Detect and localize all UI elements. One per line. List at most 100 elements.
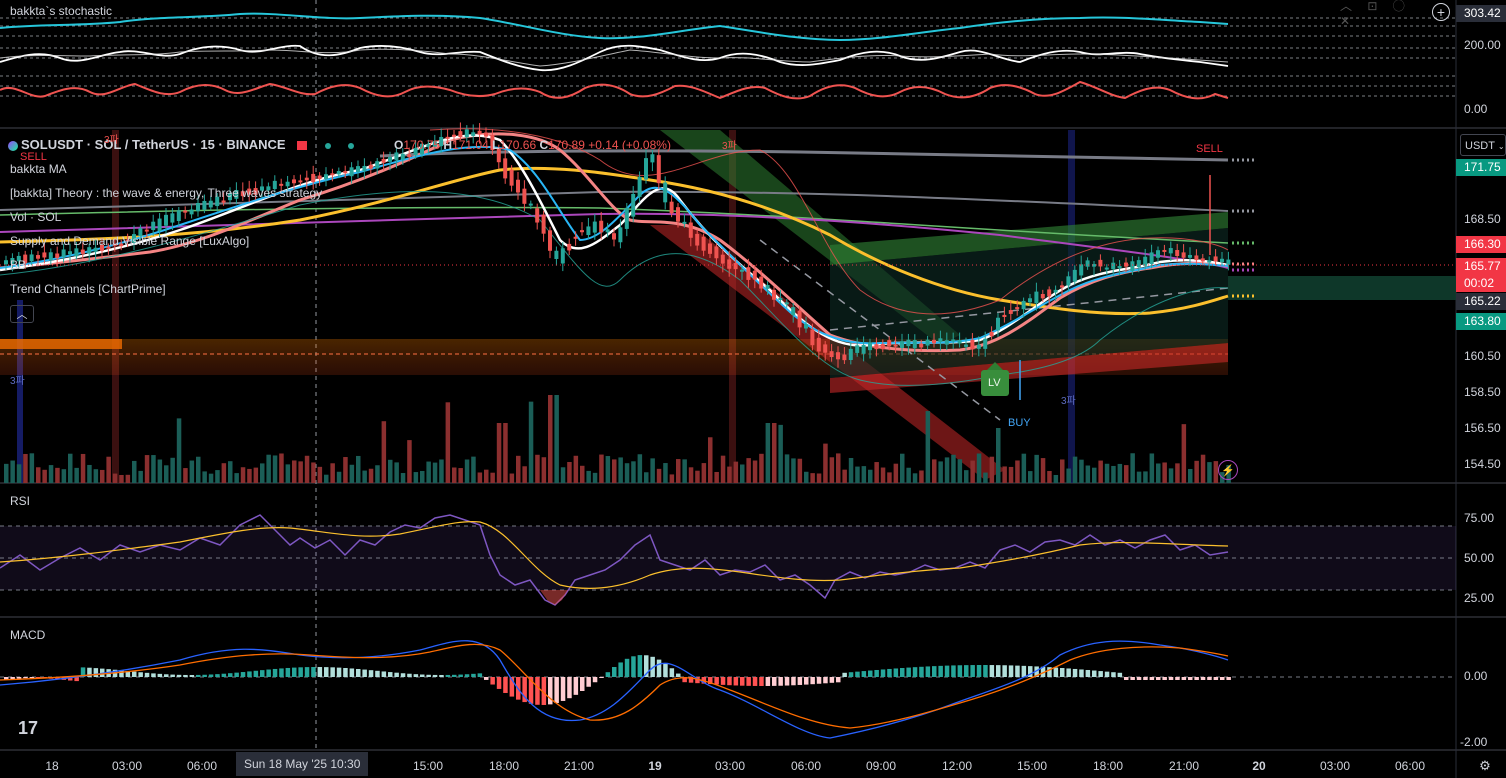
- currency-label: USDT: [1465, 140, 1495, 152]
- price-extension-dots: [1232, 158, 1256, 298]
- macd-hist-bar: [1008, 665, 1014, 677]
- candle-body: [68, 251, 72, 255]
- candle-body: [330, 173, 335, 176]
- settings-gear-icon[interactable]: ⚙: [1479, 758, 1491, 773]
- volume-bar: [304, 455, 310, 483]
- volume-bar: [132, 460, 137, 483]
- macd-hist-bar: [29, 677, 35, 679]
- volume-bar: [1098, 460, 1103, 483]
- macd-hist-bar: [778, 677, 783, 686]
- macd-hist-bar: [560, 677, 566, 701]
- volume-bar: [1021, 453, 1027, 483]
- macd-hist-bar: [752, 677, 758, 686]
- volume-bar: [100, 469, 105, 483]
- candle-body: [138, 228, 143, 237]
- indicator-volume[interactable]: Vol · SOL: [10, 210, 62, 224]
- candle-body: [61, 249, 66, 257]
- volume-bar: [842, 469, 847, 483]
- indicator-bakkta-ma[interactable]: bakkta MA: [10, 162, 67, 176]
- price-level-1: 160.50: [1464, 349, 1501, 363]
- candle-body: [887, 340, 892, 347]
- volume-bar: [484, 469, 489, 483]
- candle-body: [964, 344, 968, 347]
- collapse-legend-chevron-up-icon[interactable]: ︿: [10, 305, 34, 323]
- volume-bar: [976, 453, 982, 483]
- macd-hist-bar: [1188, 677, 1193, 680]
- candle-body: [36, 255, 40, 259]
- indicator-bb[interactable]: BB: [10, 258, 27, 272]
- volume-bar: [861, 466, 867, 483]
- volume-bar: [285, 464, 291, 483]
- candle-body: [765, 285, 770, 289]
- volume-bar: [1207, 462, 1212, 483]
- candle-body: [612, 233, 616, 240]
- rsi-line: [0, 514, 1229, 606]
- symbol-name: SOLUSDT · SOL / TetherUS · 15 · BINANCE: [21, 137, 286, 152]
- currency-selector[interactable]: USDT ⌄: [1460, 134, 1506, 156]
- macd-hist-bar: [804, 677, 809, 685]
- volume-bar: [964, 470, 969, 483]
- candle-body: [1124, 262, 1128, 267]
- add-indicator-icon[interactable]: +: [1432, 3, 1450, 21]
- flag-icon[interactable]: [297, 141, 308, 151]
- volume-bar: [55, 467, 60, 483]
- volume-bar: [887, 472, 892, 483]
- volume-bar: [202, 471, 207, 483]
- volume-bar: [196, 456, 201, 483]
- indicator-wave-theory[interactable]: [bakkta] Theory : the wave & energy, Thr…: [10, 186, 323, 200]
- demand-right-zone: [1228, 276, 1456, 300]
- macd-hist-bar: [240, 672, 246, 677]
- macd-hist-bar: [1098, 671, 1103, 677]
- volume-bar: [407, 440, 412, 483]
- macd-hist-bar: [266, 669, 271, 677]
- lightning-icon[interactable]: ⚡: [1218, 460, 1238, 480]
- candle-body: [804, 324, 808, 329]
- volume-bar: [631, 461, 636, 483]
- macd-hist-bar: [151, 673, 156, 677]
- indicator-trend-channels[interactable]: Trend Channels [ChartPrime]: [10, 282, 166, 296]
- candle-body: [669, 201, 674, 214]
- volume-bar: [983, 472, 988, 483]
- candle-body: [752, 270, 757, 280]
- candle-body: [23, 254, 28, 264]
- volume-bar: [618, 457, 623, 483]
- macd-hist-bar: [599, 677, 604, 678]
- pane-controls-icon[interactable]: ︿ ⊡ ◯ ✕: [1340, 0, 1411, 28]
- volume-bar: [1079, 459, 1084, 483]
- macd-hist-bar: [388, 672, 393, 677]
- candle-body: [560, 248, 565, 264]
- volume-bar: [836, 453, 841, 483]
- macd-hist-bar: [548, 677, 553, 705]
- volume-bar: [23, 453, 28, 483]
- macd-hist-bar: [228, 673, 233, 677]
- macd-hist-bar: [733, 677, 739, 686]
- macd-hist-bar: [285, 667, 291, 677]
- volume-bar: [266, 454, 271, 483]
- macd-hist-bar: [1015, 665, 1020, 677]
- volume-bar: [951, 454, 956, 483]
- macd-hist-bar: [919, 666, 924, 677]
- indicator-supply-demand[interactable]: Supply and Demand Visible Range [LuxAlgo…: [10, 234, 250, 248]
- candle-body: [132, 234, 136, 243]
- macd-hist-bar: [247, 671, 252, 677]
- macd-hist-bar: [816, 677, 822, 684]
- volume-bar: [676, 459, 681, 483]
- macd-hist-bar: [740, 677, 745, 686]
- macd-hist-bar: [394, 672, 399, 677]
- volume-bar: [804, 471, 809, 483]
- volume-bar: [164, 465, 169, 483]
- candle-body: [432, 140, 437, 147]
- time-label-14: 20: [1252, 759, 1266, 773]
- candle-body: [55, 253, 60, 259]
- candle-body: [554, 250, 559, 259]
- tradingview-logo-icon[interactable]: 17: [17, 717, 39, 738]
- candle-body: [688, 222, 693, 238]
- volume-bar: [592, 472, 598, 483]
- candle-body: [458, 131, 463, 138]
- macd-hist-bar: [874, 669, 879, 677]
- candle-body: [976, 344, 981, 349]
- macd-hist-bar: [311, 667, 316, 677]
- symbol-title[interactable]: SOLUSDT · SOL / TetherUS · 15 · BINANCE: [8, 137, 355, 152]
- volume-bar: [503, 423, 508, 483]
